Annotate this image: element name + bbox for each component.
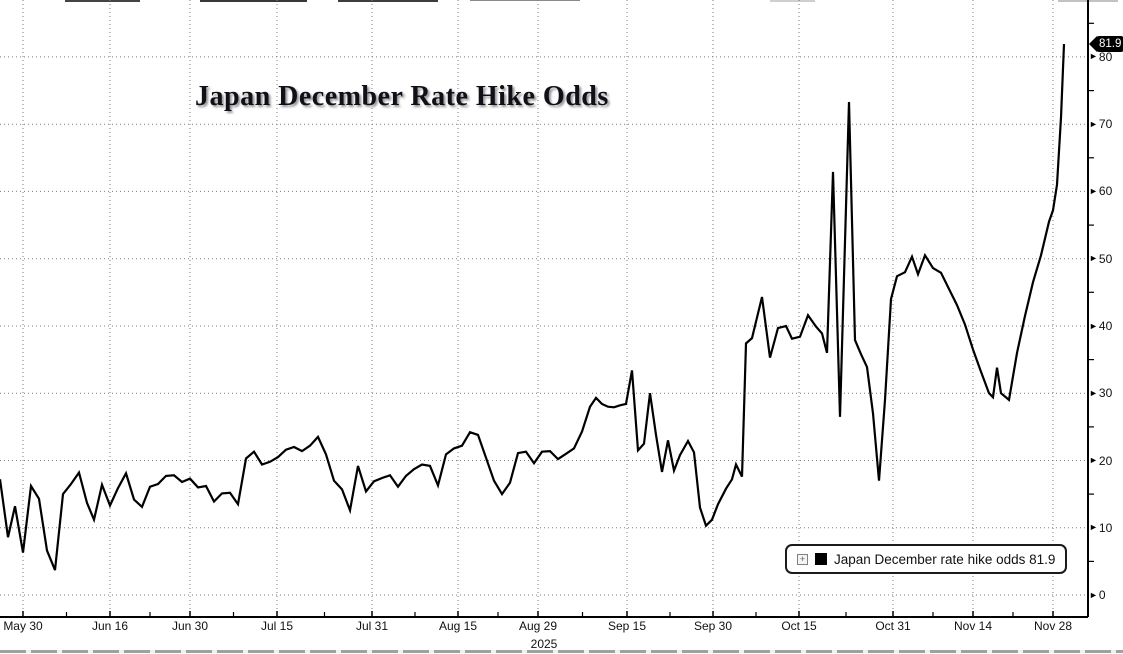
y-tick-arrow-icon: ► [1089,455,1098,465]
y-tick-value: 50 [1098,251,1113,266]
y-tick-value: 30 [1098,386,1113,401]
y-tick-arrow-icon: ► [1089,320,1098,331]
y-tick-value: 80 [1098,49,1113,64]
x-tick-label: May 30 [3,619,43,633]
y-tick-label: ► 10 [1089,520,1112,536]
last-value-label: 81.9 [1096,36,1123,52]
x-tick-label: Sep 30 [693,619,733,633]
y-tick-value: 70 [1098,117,1113,132]
y-tick-label: ► 50 [1089,251,1112,267]
y-tick-label: ► 0 [1089,587,1106,603]
legend-series-name: Japan December rate hike odds [834,551,1026,567]
x-tick-label: Jul 15 [260,619,294,633]
x-tick-label: Aug 15 [438,619,478,633]
y-tick-arrow-icon: ► [1089,253,1098,264]
series-line [0,44,1066,571]
cropped-bottom-strip [0,650,1123,653]
x-tick-label: Nov 14 [953,619,993,633]
legend-series-value: 81.9 [1029,551,1056,567]
y-tick-arrow-icon: ► [1089,51,1098,62]
y-tick-label: ► 60 [1089,183,1112,199]
cropped-top-strip-segment [338,0,438,2]
x-tick-label: Nov 28 [1033,619,1073,633]
chart-title: Japan December Rate Hike Odds [195,81,609,112]
tag-pointer-icon [1089,36,1097,52]
y-tick-label: ► 40 [1089,318,1112,334]
y-tick-label: ► 70 [1089,116,1112,132]
y-tick-arrow-icon: ► [1089,185,1098,196]
cropped-top-strip-segment [770,0,815,2]
y-tick-value: 40 [1098,319,1113,333]
legend-box[interactable]: + Japan December rate hike odds 81.9 [785,544,1068,574]
y-tick-arrow-icon: ► [1089,589,1098,600]
y-tick-value: 20 [1098,453,1113,468]
cropped-top-strip-segment [200,0,307,2]
y-tick-arrow-icon: ► [1089,522,1098,533]
x-tick-label: Jul 31 [355,619,389,633]
x-tick-label: Jun 16 [91,619,129,633]
last-value-tag: 81.9 [1089,36,1123,52]
legend-expand-icon[interactable]: + [797,553,808,565]
cropped-top-strip-segment [65,0,140,2]
y-tick-label: ► 80 [1089,49,1112,65]
x-tick-label: Aug 29 [518,619,558,633]
y-tick-arrow-icon: ► [1089,387,1098,398]
y-tick-arrow-icon: ► [1089,118,1098,129]
cropped-top-strip-segment [470,0,580,1]
x-tick-label: Oct 31 [875,619,911,633]
x-tick-label: Oct 15 [781,619,817,633]
legend-series-swatch [815,553,827,565]
x-axis-year-label: 2025 [530,637,558,651]
y-tick-value: 60 [1098,184,1113,199]
y-tick-label: ► 30 [1089,385,1112,401]
y-tick-label: ► 20 [1089,453,1112,469]
y-tick-value: 0 [1098,588,1106,602]
y-tick-value: 10 [1098,520,1113,535]
x-tick-label: Sep 15 [607,619,647,633]
legend-series-label: Japan December rate hike odds 81.9 [834,552,1055,567]
x-tick-label: Jun 30 [171,619,209,633]
